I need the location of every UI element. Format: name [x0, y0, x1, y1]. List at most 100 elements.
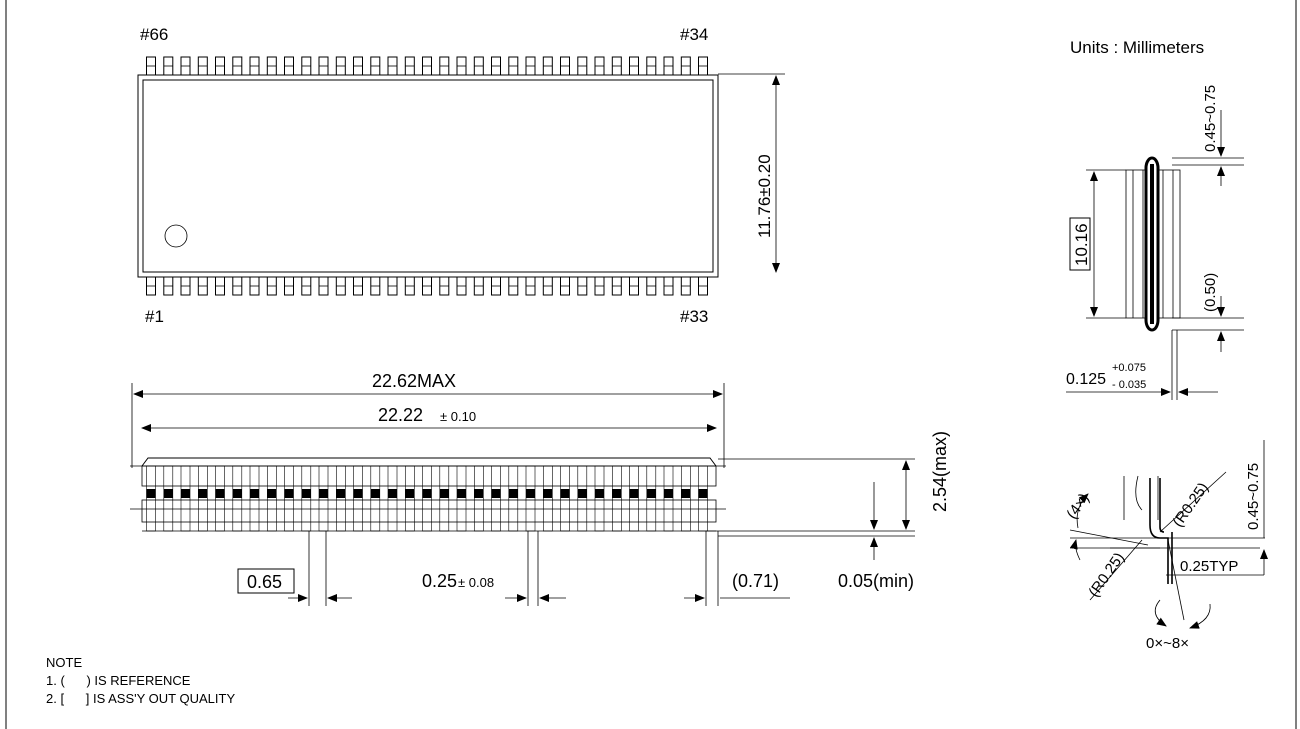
side-lead-band: [612, 489, 622, 498]
side-lead: [680, 465, 691, 532]
side-lead-band: [577, 489, 587, 498]
side-lead-band: [284, 489, 294, 498]
side-lead-band: [267, 489, 277, 498]
detail-angle-line: [1069, 529, 1149, 546]
side-lead: [318, 465, 329, 532]
height-label: 2.54(max): [930, 431, 950, 512]
body-length-tolerance: ± 0.10: [440, 409, 476, 424]
side-lead: [404, 465, 415, 532]
end-view: Units : Millimeters 10.16 0.45~0.75 (0.5…: [1066, 38, 1244, 400]
radius-left-label: (R0.25): [1085, 550, 1128, 601]
package-side-lower: [141, 499, 717, 523]
detail-lead-shape: [1149, 478, 1169, 584]
side-lead-band: [595, 489, 604, 498]
side-lead: [560, 465, 570, 532]
side-lead-band: [422, 489, 432, 498]
side-lead: [646, 465, 657, 532]
package-side-upper: [141, 465, 717, 487]
side-lead: [577, 465, 588, 532]
side-lead-band: [301, 489, 311, 498]
pitch-basic-box: [237, 568, 295, 594]
side-lead-band: [353, 489, 363, 498]
pin-label-34: #34: [680, 25, 708, 44]
side-lead: [473, 465, 484, 532]
overall-length-label: 22.62MAX: [372, 371, 456, 391]
notes-title: NOTE: [46, 655, 82, 670]
side-lead: [266, 465, 277, 532]
side-lead: [215, 465, 225, 532]
lead-width-tolerance: ± 0.08: [458, 575, 494, 590]
side-lead-band: [629, 489, 639, 498]
bodywidth-basic-box: [1069, 217, 1091, 271]
side-lead-band: [198, 489, 208, 498]
side-lead-band: [146, 489, 156, 498]
top-pin-row: [146, 56, 708, 76]
body-length-value: 22.22: [378, 405, 423, 425]
side-lead-band: [232, 489, 242, 498]
detail-foot-length-label: 0.45~0.75: [1245, 463, 1262, 530]
side-lead: [353, 465, 363, 532]
side-lead: [284, 465, 294, 532]
lead-detail-view: (4×) (R0.25) (R0.25) 0.45~0.75 0.25TYP 0…: [1063, 440, 1268, 652]
side-lead: [180, 465, 191, 532]
note-line-1: 1. ( ) IS REFERENCE: [46, 673, 191, 688]
side-lead-band: [163, 489, 173, 498]
angle-arc-lower: [1069, 539, 1081, 561]
package-body-inner: [142, 79, 714, 273]
side-lead-band: [664, 489, 673, 498]
width-dimension-label: 11.76±0.20: [755, 154, 774, 238]
side-lead-band: [388, 489, 397, 498]
side-lead: [439, 465, 450, 532]
side-lead: [232, 465, 243, 532]
side-lead: [698, 465, 708, 532]
radius-leader-right: [1159, 471, 1227, 533]
side-lead: [508, 465, 519, 532]
tilt-line: [1167, 539, 1185, 621]
lead-ref-label: (0.50): [1202, 273, 1219, 312]
side-lead: [525, 465, 536, 532]
detail-body-stub: [1123, 476, 1159, 520]
side-lead: [611, 465, 622, 532]
side-lead: [387, 465, 398, 532]
pin1-marker-dot: [164, 224, 188, 248]
side-lead-band: [181, 489, 190, 498]
angle-range-label: 0×~8×: [1146, 635, 1189, 652]
tilt-arc-right: [1189, 603, 1211, 629]
side-lead: [163, 465, 174, 532]
side-lead-band: [681, 489, 691, 498]
side-lead-band: [543, 489, 553, 498]
side-lead: [629, 465, 639, 532]
side-lead-row: [146, 465, 708, 532]
note-line-2: 2. [ ] IS ASS'Y OUT QUALITY: [46, 691, 235, 706]
foot-typ-label: 0.25TYP: [1180, 558, 1238, 575]
end-lead-length-label: 0.45~0.75: [1202, 85, 1219, 152]
side-lead-band: [698, 489, 708, 498]
side-lead: [594, 465, 605, 532]
side-lead-band: [491, 489, 501, 498]
side-lead: [542, 465, 553, 532]
side-lead-band: [336, 489, 346, 498]
thickness-minus-tol: - 0.035: [1112, 379, 1146, 391]
radius-leader-left: [1089, 539, 1143, 601]
side-lead-band: [474, 489, 484, 498]
side-view: 22.62MAX 22.22 ± 0.10 2.54(max) 0.05(min…: [130, 371, 950, 606]
side-lead-band: [526, 489, 535, 498]
detail-body-curve: [1135, 475, 1143, 511]
body-width-label: 10.16: [1072, 223, 1091, 266]
pin-label-66: #66: [140, 25, 168, 44]
side-lead-band: [250, 489, 259, 498]
side-lead: [663, 465, 674, 532]
side-lead-band: [215, 489, 225, 498]
package-body-outline: [137, 74, 719, 278]
angle-count-label: (4×): [1063, 490, 1092, 522]
side-lead: [198, 465, 208, 532]
pin-label-1: #1: [145, 307, 164, 326]
units-label: Units : Millimeters: [1070, 38, 1204, 57]
package-top-bevel: [141, 457, 717, 467]
pin-label-33: #33: [680, 307, 708, 326]
notes-block: NOTE 1. ( ) IS REFERENCE 2. [ ] IS ASS'Y…: [46, 655, 235, 706]
side-lead-band: [439, 489, 449, 498]
top-view: #66 #34 #1 #33 11.76±0.20: [137, 25, 785, 326]
radius-right-label: (R0.25): [1169, 480, 1212, 531]
